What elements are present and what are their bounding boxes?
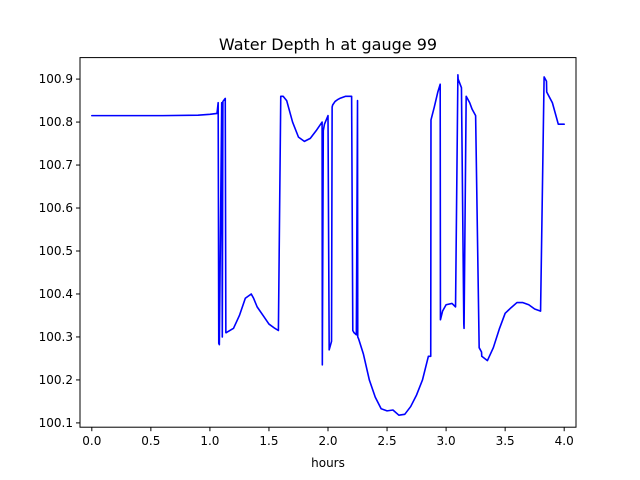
x-tick-label: 0.5 (141, 434, 160, 448)
y-tick-label: 100.3 (39, 330, 73, 344)
chart-title: Water Depth h at gauge 99 (219, 35, 437, 54)
y-tick-label: 100.5 (39, 244, 73, 258)
y-tick-label: 100.8 (39, 115, 73, 129)
y-tick-label: 100.9 (39, 72, 73, 86)
y-tick-label: 100.7 (39, 158, 73, 172)
y-axis: 100.1 100.2 100.3 100.4 100.5 100.6 100.7 100.8… (39, 72, 80, 430)
x-tick-label: 3.0 (437, 434, 456, 448)
x-tick-label: 1.0 (200, 434, 219, 448)
x-tick-label: 1.5 (259, 434, 278, 448)
y-tick-label: 100.4 (39, 287, 73, 301)
x-tick-label: 4.0 (555, 434, 574, 448)
x-tick-label: 0.0 (82, 434, 101, 448)
x-axis: 0.0 0.5 1.0 1.5 2.0 2.5 3.0 3.5 4.0 (82, 427, 574, 448)
plot-layer (91, 73, 565, 416)
x-tick-label: 2.5 (378, 434, 397, 448)
x-tick-label: 2.0 (318, 434, 337, 448)
series-line-0 (91, 73, 565, 416)
y-tick-label: 100.2 (39, 373, 73, 387)
x-tick-label: 3.5 (496, 434, 515, 448)
x-axis-label: hours (311, 456, 345, 470)
y-tick-label: 100.1 (39, 416, 73, 430)
y-tick-label: 100.6 (39, 201, 73, 215)
